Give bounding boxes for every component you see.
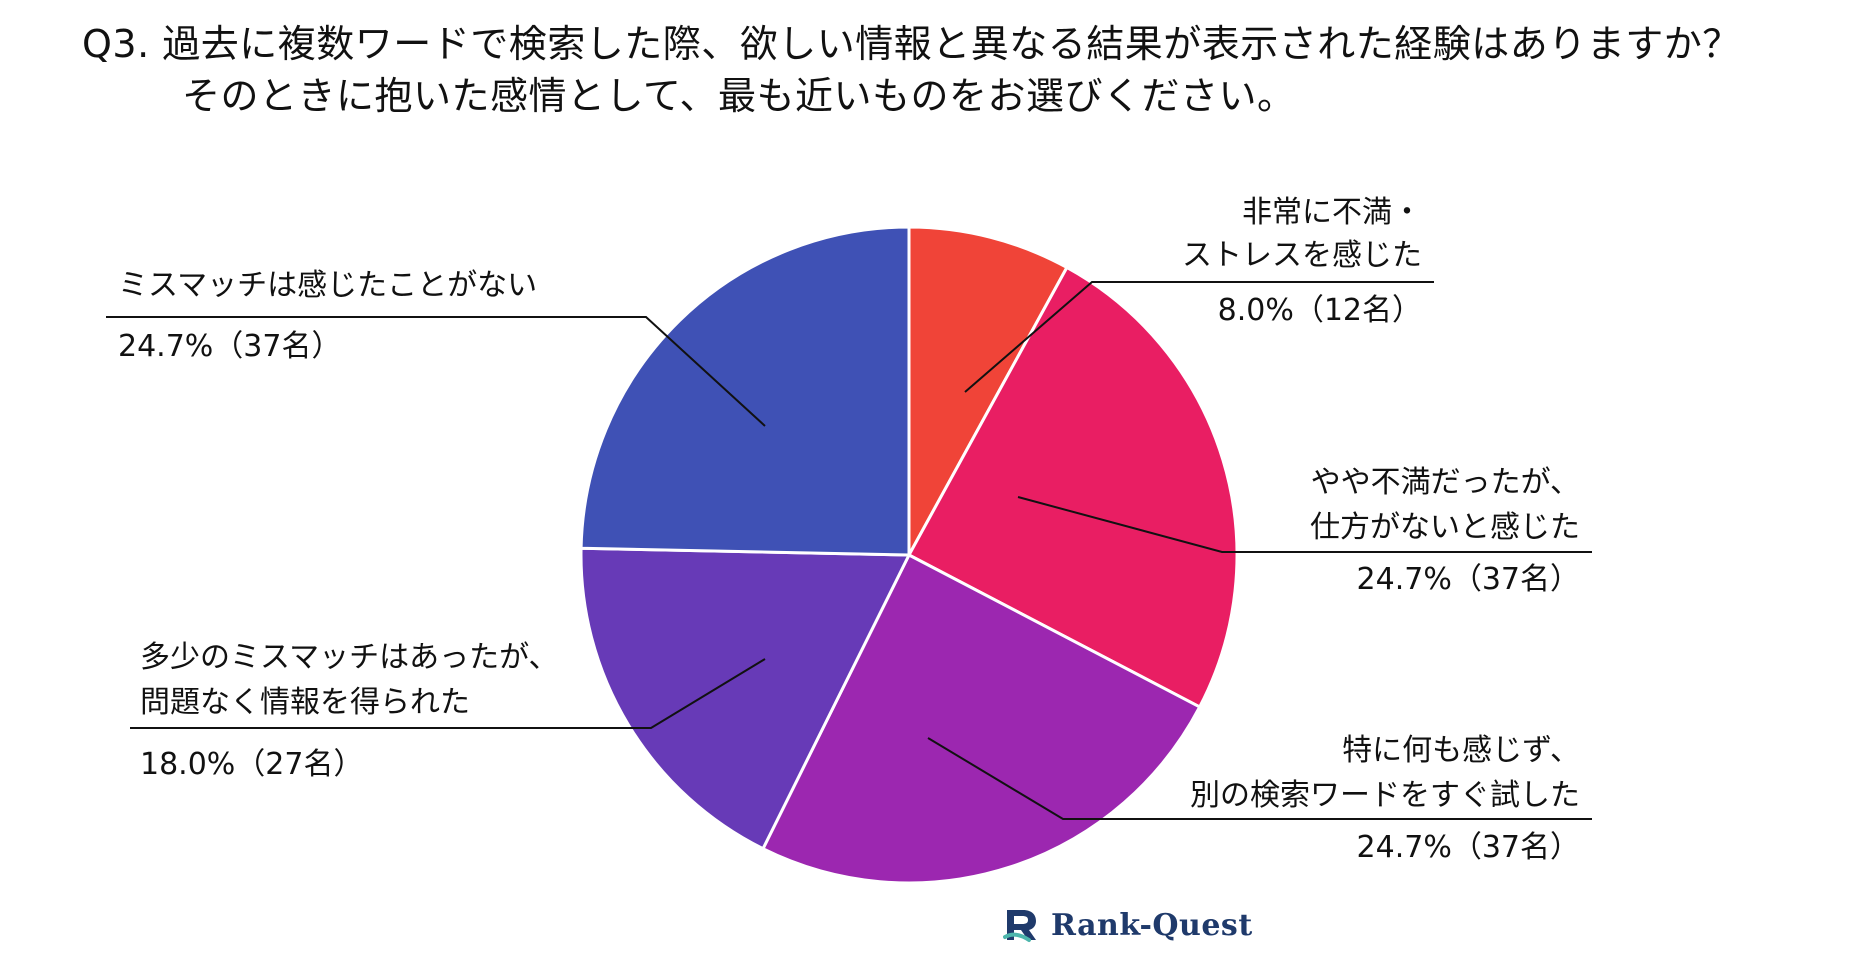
slice-label-0-line-2: ストレスを感じた bbox=[1182, 238, 1422, 273]
leader-line-slice-2 bbox=[927, 737, 1592, 820]
pie-slices bbox=[579, 225, 1239, 885]
slice-label-3-line-2: 問題なく情報を得られた bbox=[140, 685, 470, 720]
leader-line-slice-4 bbox=[106, 316, 766, 427]
leader-line-slice-0 bbox=[964, 281, 1434, 393]
slice-label-2-value: 24.7%（37名） bbox=[1357, 830, 1580, 865]
slice-label-0-value: 8.0%（12名） bbox=[1218, 293, 1422, 328]
pie-slice-4 bbox=[579, 225, 911, 557]
slice-label-2-line-2: 別の検索ワードをすぐ試した bbox=[1190, 778, 1580, 813]
slice-label-2-line-1: 特に何も感じず、 bbox=[1342, 733, 1580, 768]
chart-title-line2: そのときに抱いた感情として、最も近いものをお選びください。 bbox=[182, 74, 1296, 118]
slice-label-3-value: 18.0%（27名） bbox=[140, 747, 363, 782]
rank-quest-logo-icon bbox=[1003, 910, 1036, 942]
brand-logo-text: Rank-Quest bbox=[1051, 907, 1253, 943]
slice-label-4-line-1: ミスマッチは感じたことがない bbox=[118, 268, 537, 303]
leader-lines bbox=[106, 281, 1592, 820]
slice-label-1-value: 24.7%（37名） bbox=[1357, 562, 1580, 597]
slice-label-3-line-1: 多少のミスマッチはあったが、 bbox=[140, 640, 559, 675]
slice-label-0-line-1: 非常に不満・ bbox=[1242, 195, 1422, 230]
slice-label-1-line-2: 仕方がないと感じた bbox=[1310, 510, 1580, 545]
slice-labels: 非常に不満・ ストレスを感じた 8.0%（12名） やや不満だったが、 仕方がな… bbox=[118, 195, 1580, 865]
chart-title: Q3. 過去に複数ワードで検索した際、欲しい情報と異なる結果が表示された経験はあ… bbox=[82, 18, 1741, 122]
pie-slice-3 bbox=[579, 546, 911, 851]
leader-line-slice-3 bbox=[130, 658, 766, 729]
leader-line-slice-1 bbox=[1017, 496, 1592, 553]
pie-slice-0 bbox=[907, 225, 1069, 557]
pie-slice-2 bbox=[761, 553, 1202, 885]
slice-label-1-line-1: やや不満だったが、 bbox=[1311, 465, 1580, 500]
chart-title-line1: Q3. 過去に複数ワードで検索した際、欲しい情報と異なる結果が表示された経験はあ… bbox=[82, 22, 1741, 66]
brand-logo: Rank-Quest bbox=[1003, 905, 1253, 945]
slice-label-4-value: 24.7%（37名） bbox=[118, 329, 341, 364]
